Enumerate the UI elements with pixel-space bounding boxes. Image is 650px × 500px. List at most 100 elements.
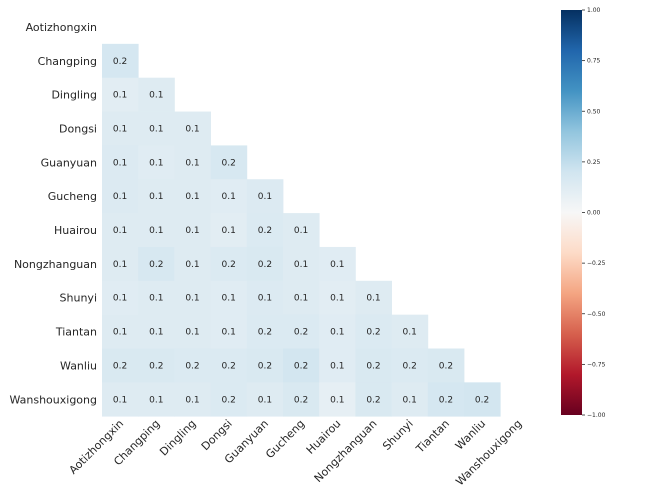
x-tick-label-gucheng: Gucheng	[263, 417, 307, 461]
heatmap-cell-wanshouxigong-aotizhongxin	[102, 382, 139, 417]
cell-value-label: 0.1	[294, 294, 308, 304]
colorbar-tick-label: −0.25	[587, 260, 606, 267]
cell-value-label: 0.2	[366, 361, 380, 371]
colorbar-tick-label: −0.75	[587, 361, 606, 368]
cell-value-label: 0.2	[258, 328, 272, 338]
colorbar-tick-label: 0.00	[587, 210, 601, 217]
cell-value-label: 0.1	[113, 91, 127, 101]
heatmap-cell-nongzhanguan-dongsi	[210, 246, 248, 282]
cell-value-label: 0.1	[330, 260, 344, 270]
x-tick-label-wanliu: Wanliu	[453, 417, 488, 452]
heatmap-cell-wanliu-gucheng	[283, 348, 320, 383]
cell-value-label: 0.1	[113, 395, 127, 405]
cell-value-label: 0.1	[149, 328, 163, 338]
cell-value-label: 0.1	[113, 192, 127, 202]
y-tick-label-guanyuan: Guanyuan	[41, 156, 97, 169]
cell-value-label: 0.2	[366, 395, 380, 405]
cell-value-label: 0.2	[222, 260, 236, 270]
x-tick-label-wanshouxigong: Wanshouxigong	[453, 417, 524, 488]
x-tick-label-shunyi: Shunyi	[380, 417, 416, 453]
heatmap-cell-wanshouxigong-dingling	[174, 382, 211, 417]
heatmap-cell-shunyi-changping	[138, 280, 175, 316]
cell-value-label: 0.1	[222, 328, 236, 338]
heatmap-cell-dingling-changping	[138, 77, 175, 112]
y-tick-label-tiantan: Tiantan	[55, 326, 97, 339]
heatmap-cell-wanliu-changping	[138, 348, 175, 383]
cell-value-label: 0.1	[113, 328, 127, 338]
cell-value-label: 0.1	[185, 328, 199, 338]
y-tick-label-dongsi: Dongsi	[59, 122, 97, 135]
cell-value-label: 0.1	[185, 395, 199, 405]
colorbar-tick-label: −0.50	[587, 311, 606, 318]
cell-value-label: 0.1	[149, 192, 163, 202]
heatmap-cell-gucheng-guanyuan	[246, 179, 284, 214]
cell-value-label: 0.2	[439, 361, 453, 371]
heatmap-cell-wanliu-aotizhongxin	[102, 348, 139, 383]
y-tick-label-shunyi: Shunyi	[60, 292, 97, 305]
colorbar-tick-label: 0.75	[587, 58, 601, 65]
heatmap-cell-wanshouxigong-changping	[138, 382, 175, 417]
heatmap-cell-guanyuan-dingling	[174, 145, 211, 180]
cell-value-label: 0.1	[403, 395, 417, 405]
heatmap-cell-nongzhanguan-gucheng	[283, 246, 320, 282]
cell-value-label: 0.2	[149, 361, 163, 371]
cell-value-label: 0.1	[149, 226, 163, 236]
heatmap-cell-wanshouxigong-dongsi	[210, 382, 248, 417]
cell-value-label: 0.2	[366, 328, 380, 338]
cell-value-label: 0.1	[185, 158, 199, 168]
cell-value-label: 0.1	[222, 192, 236, 202]
heatmap-cell-dongsi-aotizhongxin	[102, 111, 139, 146]
y-tick-label-wanshouxigong: Wanshouxigong	[9, 393, 97, 406]
heatmap-cell-dongsi-dingling	[174, 111, 211, 146]
x-tick-label-tiantan: Tiantan	[413, 417, 452, 456]
heatmap-cell-guanyuan-dongsi	[210, 145, 248, 180]
y-tick-label-wanliu: Wanliu	[60, 359, 97, 372]
heatmap-cell-tiantan-aotizhongxin	[102, 314, 139, 349]
heatmap-cell-gucheng-aotizhongxin	[102, 179, 139, 214]
heatmap-cell-wanshouxigong-gucheng	[283, 382, 320, 417]
cell-value-label: 0.2	[294, 361, 308, 371]
cell-value-label: 0.1	[185, 294, 199, 304]
heatmap-cell-guanyuan-aotizhongxin	[102, 145, 139, 180]
heatmap-cell-dingling-aotizhongxin	[102, 77, 139, 112]
cell-value-label: 0.1	[185, 124, 199, 134]
heatmap-cell-shunyi-gucheng	[283, 280, 320, 316]
cell-value-label: 0.1	[185, 226, 199, 236]
y-tick-label-changping: Changping	[38, 55, 97, 68]
cell-value-label: 0.2	[113, 57, 127, 67]
heatmap-cell-gucheng-changping	[138, 179, 175, 214]
cell-value-label: 0.2	[149, 260, 163, 270]
cell-value-label: 0.2	[475, 395, 489, 405]
heatmap-cell-wanshouxigong-nongzhanguan	[355, 382, 392, 417]
heatmap-cell-nongzhanguan-dingling	[174, 246, 211, 282]
heatmap-cell-gucheng-dongsi	[210, 179, 248, 214]
cell-value-label: 0.1	[222, 294, 236, 304]
cell-value-label: 0.1	[258, 395, 272, 405]
y-tick-label-gucheng: Gucheng	[48, 190, 97, 203]
x-tick-label-nongzhanguan: Nongzhanguan	[312, 417, 380, 485]
heatmap-cell-wanshouxigong-wanliu	[464, 382, 501, 417]
heatmap-cell-tiantan-nongzhanguan	[355, 314, 392, 349]
heatmap-cell-huairou-gucheng	[283, 213, 320, 248]
cell-value-label: 0.1	[330, 328, 344, 338]
heatmap-cell-wanliu-guanyuan	[246, 348, 284, 383]
heatmap-cell-tiantan-huairou	[319, 314, 356, 349]
heatmap-cell-nongzhanguan-guanyuan	[246, 246, 284, 282]
cell-value-label: 0.1	[149, 124, 163, 134]
heatmap-cell-wanliu-tiantan	[427, 348, 465, 383]
cell-value-label: 0.2	[222, 361, 236, 371]
cell-value-label: 0.1	[113, 124, 127, 134]
heatmap-cell-gucheng-dingling	[174, 179, 211, 214]
colorbar-tick-label: 1.00	[587, 7, 601, 14]
cell-value-label: 0.1	[113, 226, 127, 236]
heatmap-cell-shunyi-nongzhanguan	[355, 280, 392, 316]
heatmap-cell-huairou-aotizhongxin	[102, 213, 139, 248]
heatmap-cell-wanliu-dingling	[174, 348, 211, 383]
y-tick-labels: Aotizhongxin Changping Dingling Dongsi Guany…	[9, 21, 97, 406]
heatmap-cell-guanyuan-changping	[138, 145, 175, 180]
cell-value-label: 0.2	[222, 395, 236, 405]
heatmap-cell-shunyi-aotizhongxin	[102, 280, 139, 316]
cell-value-label: 0.1	[403, 328, 417, 338]
